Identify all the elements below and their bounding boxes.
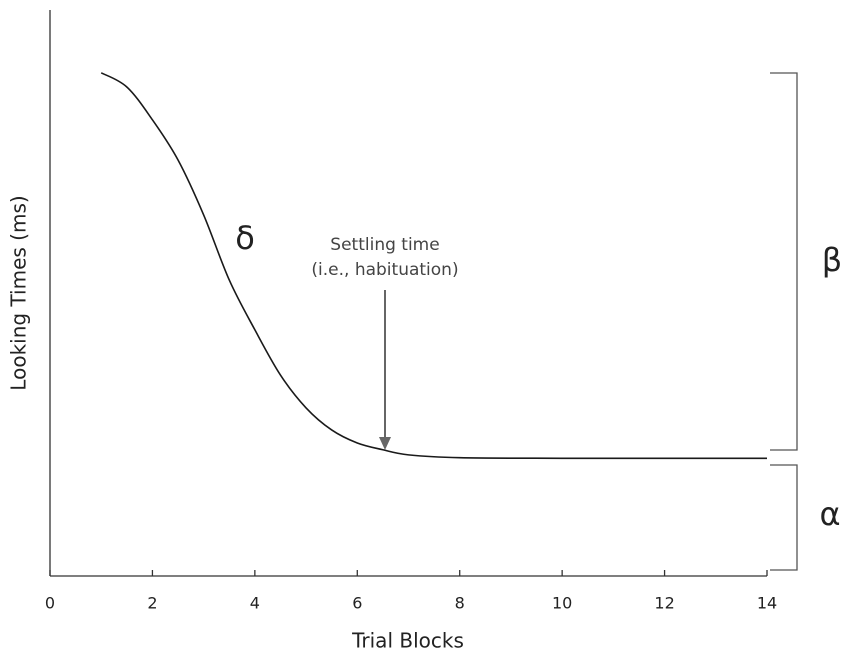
slope-label: δ bbox=[235, 219, 255, 257]
alpha-label: α bbox=[819, 495, 840, 533]
annotation-line1: Settling time bbox=[330, 235, 439, 255]
beta-label: β bbox=[822, 241, 842, 279]
alpha-bracket bbox=[770, 464, 798, 571]
x-tick-label: 4 bbox=[250, 594, 260, 613]
x-tick-label: 6 bbox=[352, 594, 362, 613]
beta-bracket bbox=[770, 72, 798, 451]
annotation-line2: (i.e., habituation) bbox=[311, 260, 458, 280]
x-tick-label: 8 bbox=[455, 594, 465, 613]
x-tick-label: 10 bbox=[552, 594, 572, 613]
x-tick-label: 0 bbox=[45, 594, 55, 613]
annotation-arrow-head bbox=[379, 437, 391, 450]
x-tick-label: 14 bbox=[757, 594, 777, 613]
y-axis-label: Looking Times (ms) bbox=[7, 195, 31, 390]
curve bbox=[100, 72, 768, 460]
x-tick-label: 2 bbox=[147, 594, 157, 613]
x-tick-label: 12 bbox=[654, 594, 674, 613]
x-axis-label: Trial Blocks bbox=[351, 629, 464, 653]
